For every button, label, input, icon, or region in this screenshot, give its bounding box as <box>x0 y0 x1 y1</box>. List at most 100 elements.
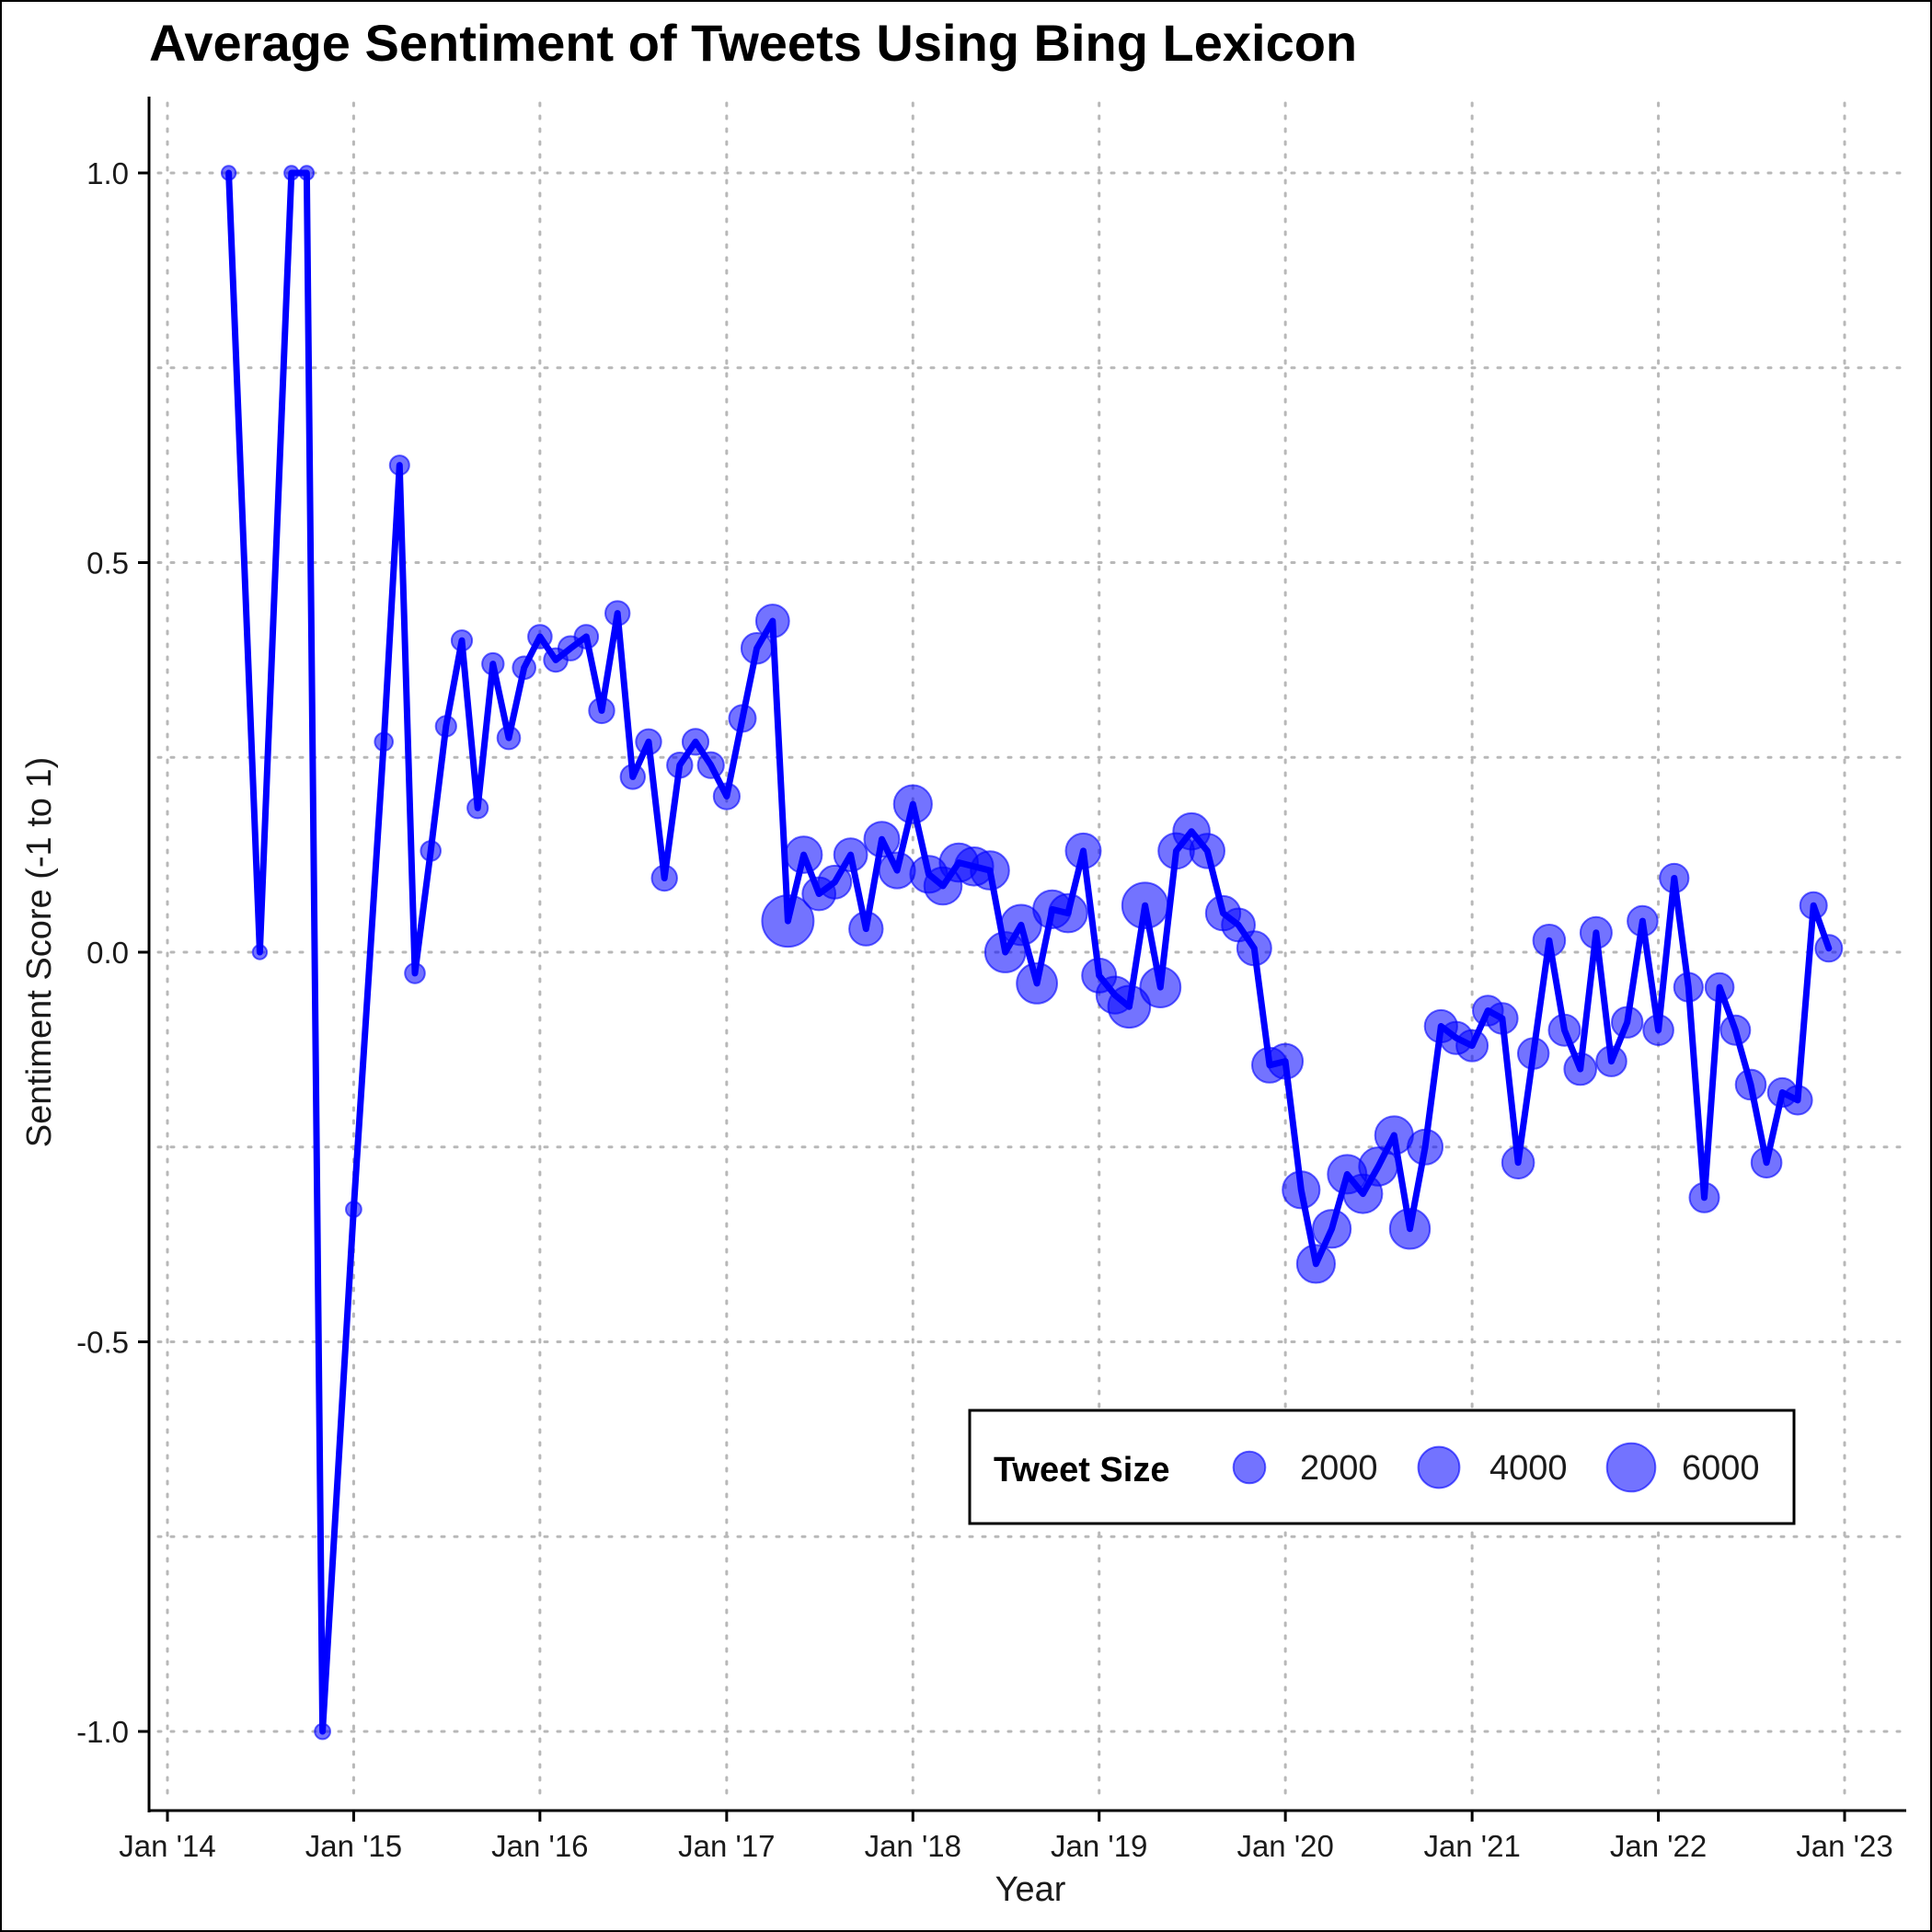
x-tick-label: Jan '14 <box>119 1829 215 1863</box>
data-point <box>863 821 901 858</box>
y-tick-label: 0.5 <box>86 546 129 581</box>
data-point <box>1455 1029 1489 1063</box>
data-point <box>1532 924 1567 958</box>
data-point <box>420 840 443 862</box>
x-tick-label: Jan '17 <box>678 1829 775 1863</box>
data-point <box>817 864 853 900</box>
data-point <box>696 751 725 779</box>
data-point <box>1236 930 1272 967</box>
x-tick-label: Jan '15 <box>305 1829 402 1863</box>
data-point <box>666 752 694 779</box>
data-point <box>481 651 505 676</box>
x-axis-title: Year <box>995 1870 1066 1909</box>
data-point <box>298 165 316 181</box>
data-point <box>1814 934 1844 963</box>
data-point <box>1642 1014 1674 1046</box>
data-point <box>1595 1045 1627 1077</box>
data-point <box>1673 972 1704 1003</box>
data-point <box>878 851 916 890</box>
data-point <box>1501 1145 1535 1179</box>
legend-box <box>968 1409 1796 1525</box>
data-point <box>754 604 790 638</box>
legend: Tweet Size 2000 4000 6000 <box>968 1409 1796 1525</box>
data-point <box>1750 1146 1783 1179</box>
data-point <box>374 731 395 753</box>
legend-label: 2000 <box>1300 1449 1378 1488</box>
data-point <box>1579 915 1613 949</box>
data-point <box>573 624 600 650</box>
legend-label: 4000 <box>1489 1449 1568 1488</box>
x-tick-label: Jan '16 <box>491 1829 588 1863</box>
data-point <box>283 165 300 181</box>
legend-entries: 2000 4000 6000 <box>1232 1442 1760 1493</box>
data-point <box>1688 1181 1720 1213</box>
y-tick-label: 1.0 <box>86 156 129 190</box>
data-point <box>512 655 537 681</box>
y-tick-label: -1.0 <box>76 1715 129 1749</box>
data-point <box>1107 984 1152 1029</box>
data-point <box>1048 892 1088 934</box>
data-point <box>1312 1209 1352 1249</box>
y-axis-title: Sentiment Score (-1 to 1) <box>20 757 59 1148</box>
data-point <box>761 894 815 949</box>
data-point <box>314 1722 332 1741</box>
y-tick-label: 0.0 <box>86 936 129 970</box>
data-point <box>1295 1244 1337 1284</box>
data-point <box>527 624 553 650</box>
x-tick-label: Jan '22 <box>1610 1829 1707 1863</box>
data-point <box>1799 891 1828 920</box>
data-point <box>496 725 522 751</box>
data-point <box>434 715 457 738</box>
data-point <box>1517 1037 1550 1070</box>
data-point <box>1388 1208 1432 1250</box>
legend-swatch <box>1417 1445 1461 1489</box>
data-point <box>1547 1013 1581 1047</box>
data-point <box>892 784 933 824</box>
data-point <box>681 728 710 756</box>
data-point <box>388 454 410 477</box>
x-tick-label: Jan '21 <box>1423 1829 1520 1863</box>
data-point <box>1121 881 1169 930</box>
data-series <box>220 165 1844 1741</box>
y-tick-label: -0.5 <box>76 1326 129 1360</box>
axis-ticks: 1.0 0.5 0.0 -0.5 -1.0 Jan '14 Jan '15 Jan '16 Ja… <box>76 156 1893 1863</box>
data-point <box>1704 972 1735 1003</box>
data-point <box>784 835 823 874</box>
data-point <box>466 797 489 820</box>
data-point <box>1139 966 1182 1008</box>
legend-swatch <box>1605 1442 1657 1493</box>
data-point <box>1659 862 1690 894</box>
data-point <box>1064 832 1102 869</box>
data-point <box>1627 904 1659 937</box>
data-point <box>1189 833 1226 869</box>
legend-title: Tweet Size <box>994 1451 1169 1489</box>
data-point <box>588 696 615 725</box>
data-point <box>1407 1128 1444 1166</box>
data-point <box>1486 1002 1519 1035</box>
chart-title: Average Sentiment of Tweets Using Bing L… <box>149 14 1357 72</box>
x-tick-label: Jan '18 <box>865 1829 961 1863</box>
data-point <box>1358 1146 1398 1187</box>
data-point <box>220 165 237 181</box>
data-point <box>604 600 631 627</box>
data-point <box>345 1201 362 1218</box>
data-point <box>635 728 662 755</box>
data-point <box>1563 1052 1597 1087</box>
data-point <box>1282 1170 1321 1210</box>
x-tick-label: Jan '20 <box>1236 1829 1333 1863</box>
x-tick-label: Jan '23 <box>1796 1829 1892 1863</box>
data-point <box>970 850 1010 891</box>
data-point <box>619 764 646 790</box>
data-point <box>450 629 474 652</box>
data-point <box>251 944 269 960</box>
data-point <box>1719 1014 1752 1046</box>
data-point <box>728 704 757 733</box>
data-point <box>833 837 868 872</box>
data-point <box>740 632 774 665</box>
data-point <box>404 962 426 984</box>
data-point <box>1016 962 1058 1005</box>
data-point <box>712 782 742 811</box>
data-point <box>1267 1042 1305 1080</box>
data-point <box>848 911 884 947</box>
